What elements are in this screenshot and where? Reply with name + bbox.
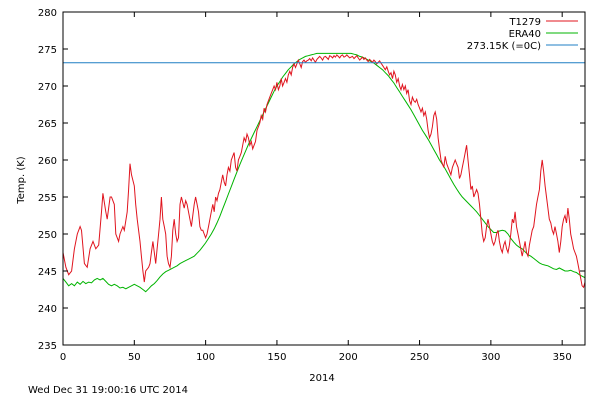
y-axis-label: Temp. (K) — [16, 156, 27, 204]
x-tick-label: 200 — [339, 352, 358, 363]
x-tick-label: 300 — [481, 352, 500, 363]
y-tick-label: 270 — [38, 82, 57, 93]
x-tick-label: 250 — [410, 352, 429, 363]
x-tick-label: 0 — [60, 352, 66, 363]
series-line-0 — [62, 54, 586, 289]
y-tick-label: 255 — [38, 193, 57, 204]
x-tick-label: 50 — [128, 352, 141, 363]
x-tick-label: 150 — [267, 352, 286, 363]
legend-label: ERA40 — [509, 29, 541, 40]
legend-label: 273.15K (=0C) — [467, 41, 541, 52]
x-tick-label: 350 — [553, 352, 572, 363]
y-tick-label: 280 — [38, 8, 57, 19]
x-tick-label: 100 — [196, 352, 215, 363]
series-layer — [62, 52, 586, 293]
timestamp: Wed Dec 31 19:00:16 UTC 2014 — [28, 385, 188, 396]
plot-frame — [62, 11, 586, 346]
x-axis-label: 2014 — [309, 373, 334, 384]
ticks-layer: 0 50 100 150 200 250 300 350 235 240 245 250 255 260 2… — [38, 8, 585, 363]
y-tick-label: 245 — [38, 267, 57, 278]
y-tick-label: 265 — [38, 119, 57, 130]
y-tick-label: 275 — [38, 45, 57, 56]
y-tick-label: 240 — [38, 304, 57, 315]
legend-label: T1279 — [508, 17, 541, 28]
y-tick-label: 250 — [38, 230, 57, 241]
y-tick-label: 260 — [38, 156, 57, 167]
y-tick-label: 235 — [38, 341, 57, 352]
